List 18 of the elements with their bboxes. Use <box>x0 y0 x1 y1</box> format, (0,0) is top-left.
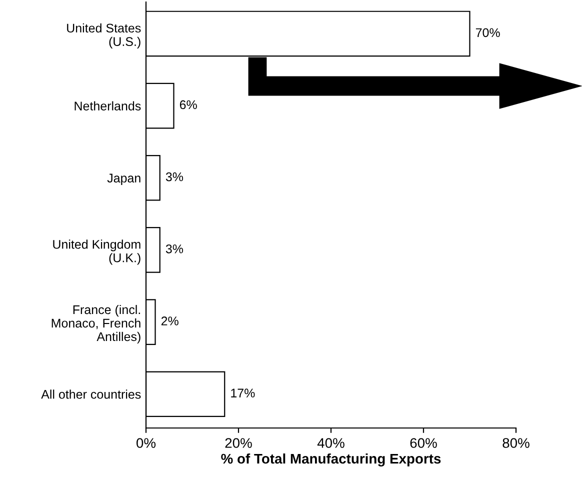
y-tick-label: France (incl. Monaco, French Antilles) <box>52 304 140 344</box>
x-tick-label: 80% <box>502 438 530 448</box>
data-label: 17% <box>231 388 255 398</box>
x-tick-label: 40% <box>317 438 344 448</box>
data-label: 3% <box>166 244 184 254</box>
data-label: 2% <box>161 316 178 326</box>
y-tick-label: Japan <box>107 174 140 185</box>
data-label: 6% <box>180 100 197 110</box>
x-axis-title: % of Total Manufacturing Exports <box>221 453 441 466</box>
x-tick-label: 60% <box>410 438 437 448</box>
y-tick-label: United States (U.S.) <box>67 23 141 48</box>
y-tick-label: Netherlands <box>74 101 141 110</box>
x-tick-label: 0% <box>136 438 156 448</box>
data-label: 3% <box>166 172 184 182</box>
x-tick-label: 20% <box>225 438 252 448</box>
data-label: 70% <box>476 28 500 38</box>
y-tick-label: United Kingdom (U.K.) <box>53 240 140 265</box>
y-tick-label: All other countries <box>41 390 141 399</box>
